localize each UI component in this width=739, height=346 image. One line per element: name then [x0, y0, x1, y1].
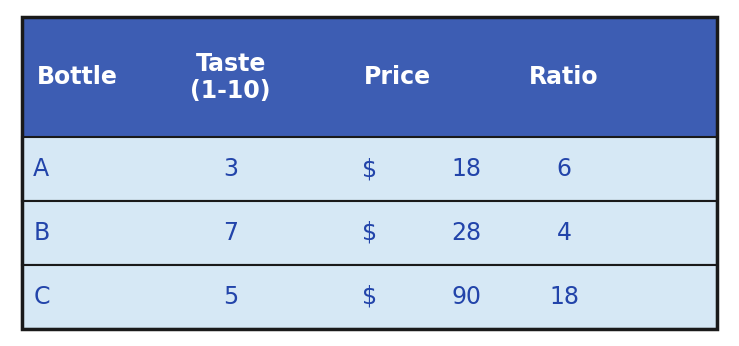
Text: 18: 18	[452, 157, 482, 181]
Text: 3: 3	[223, 157, 238, 181]
Text: 28: 28	[452, 221, 482, 245]
Bar	[22, 201, 717, 265]
Text: B: B	[33, 221, 50, 245]
Text: 6: 6	[556, 157, 571, 181]
Text: Price: Price	[364, 65, 431, 89]
Bar	[22, 17, 717, 329]
Text: $: $	[362, 157, 377, 181]
Text: 4: 4	[556, 221, 571, 245]
Text: C: C	[33, 285, 50, 309]
Text: 7: 7	[223, 221, 238, 245]
Bar	[22, 17, 717, 137]
Text: 18: 18	[549, 285, 579, 309]
Bar	[22, 265, 717, 329]
Text: Taste
(1-10): Taste (1-10)	[191, 52, 270, 103]
Text: 5: 5	[223, 285, 238, 309]
Text: $: $	[362, 285, 377, 309]
Text: Ratio: Ratio	[529, 65, 599, 89]
Text: Bottle: Bottle	[37, 65, 118, 89]
Text: $: $	[362, 221, 377, 245]
Text: 90: 90	[452, 285, 482, 309]
Bar	[22, 137, 717, 201]
Text: A: A	[33, 157, 50, 181]
